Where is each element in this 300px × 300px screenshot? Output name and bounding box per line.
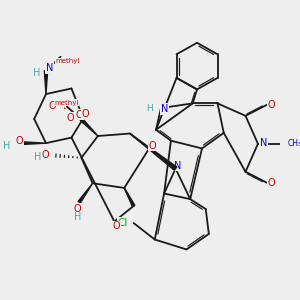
Polygon shape: [130, 134, 177, 170]
Text: O: O: [268, 178, 275, 188]
Text: •: •: [62, 106, 66, 111]
Text: O: O: [74, 204, 81, 214]
Text: O: O: [76, 110, 83, 120]
Text: O: O: [112, 221, 120, 231]
Text: H: H: [146, 103, 153, 112]
Polygon shape: [78, 183, 93, 203]
Polygon shape: [44, 71, 48, 94]
Text: O: O: [66, 113, 74, 123]
Polygon shape: [124, 188, 135, 207]
Text: O: O: [48, 100, 56, 111]
Text: O: O: [148, 141, 156, 151]
Text: H: H: [34, 152, 41, 161]
Polygon shape: [80, 118, 98, 136]
Text: H: H: [3, 141, 10, 151]
Text: O: O: [16, 136, 23, 146]
Text: methyl: methyl: [56, 58, 80, 64]
Text: N: N: [161, 104, 168, 114]
Text: N: N: [46, 63, 53, 73]
Text: H: H: [33, 68, 40, 78]
Text: methyl: methyl: [55, 100, 79, 106]
Text: Cl: Cl: [118, 218, 128, 228]
Text: CH₃: CH₃: [288, 139, 300, 148]
Text: N: N: [260, 138, 267, 148]
Text: O: O: [42, 150, 50, 160]
Text: N: N: [174, 161, 181, 171]
Text: H: H: [74, 212, 81, 222]
Text: O: O: [268, 100, 275, 110]
Text: O: O: [81, 109, 89, 118]
Polygon shape: [21, 142, 46, 145]
